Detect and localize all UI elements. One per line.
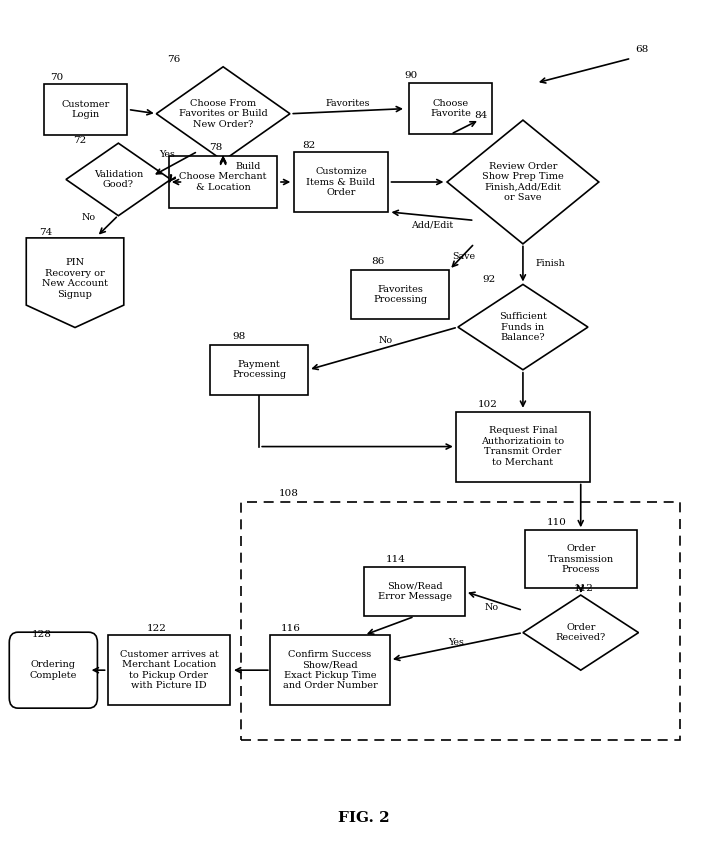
- FancyBboxPatch shape: [352, 270, 449, 320]
- FancyBboxPatch shape: [108, 635, 230, 705]
- Polygon shape: [26, 238, 124, 327]
- Text: 128: 128: [32, 630, 52, 638]
- Text: 72: 72: [74, 137, 87, 145]
- Text: 86: 86: [371, 257, 384, 265]
- FancyBboxPatch shape: [169, 156, 277, 208]
- Text: Ordering
Complete: Ordering Complete: [30, 661, 77, 679]
- FancyBboxPatch shape: [456, 411, 590, 482]
- FancyBboxPatch shape: [9, 632, 98, 708]
- Text: Favorites
Processing: Favorites Processing: [373, 285, 427, 304]
- Text: 108: 108: [279, 489, 298, 497]
- Text: Customer arrives at
Merchant Location
to Pickup Order
with Picture ID: Customer arrives at Merchant Location to…: [119, 650, 218, 691]
- Text: No: No: [81, 213, 95, 222]
- Text: 78: 78: [209, 143, 222, 152]
- Text: 84: 84: [475, 111, 488, 119]
- Polygon shape: [157, 67, 290, 161]
- Text: No: No: [379, 336, 392, 345]
- Text: 92: 92: [483, 276, 496, 284]
- Text: Choose From
Favorites or Build
New Order?: Choose From Favorites or Build New Order…: [179, 99, 267, 129]
- Text: Choose
Favorite: Choose Favorite: [430, 99, 471, 119]
- Text: Choose Merchant
& Location: Choose Merchant & Location: [179, 173, 267, 192]
- Text: Order
Transmission
Process: Order Transmission Process: [547, 545, 614, 574]
- FancyBboxPatch shape: [409, 83, 492, 134]
- Text: Add/Edit: Add/Edit: [411, 220, 453, 229]
- Text: Save: Save: [452, 252, 475, 261]
- FancyBboxPatch shape: [270, 635, 389, 705]
- Polygon shape: [447, 120, 599, 244]
- Text: No: No: [484, 602, 498, 612]
- Text: 68: 68: [635, 45, 648, 54]
- Text: FIG. 2: FIG. 2: [339, 811, 389, 825]
- Text: Finish: Finish: [536, 259, 566, 267]
- Text: 116: 116: [281, 624, 301, 632]
- FancyBboxPatch shape: [210, 345, 308, 394]
- Text: Build: Build: [235, 162, 261, 171]
- Text: 110: 110: [547, 518, 566, 527]
- Text: Favorites: Favorites: [326, 99, 371, 108]
- Text: 98: 98: [232, 332, 246, 341]
- FancyBboxPatch shape: [525, 530, 637, 588]
- Text: 112: 112: [574, 583, 593, 593]
- Text: Request Final
Authorizatioin to
Transmit Order
to Merchant: Request Final Authorizatioin to Transmit…: [481, 426, 564, 466]
- FancyBboxPatch shape: [44, 84, 127, 135]
- Text: Customer
Login: Customer Login: [62, 100, 110, 119]
- Text: Show/Read
Error Message: Show/Read Error Message: [378, 582, 451, 601]
- Polygon shape: [66, 143, 171, 216]
- Text: Order
Received?: Order Received?: [555, 623, 606, 643]
- FancyBboxPatch shape: [364, 567, 465, 617]
- Text: 114: 114: [386, 556, 405, 564]
- Text: 74: 74: [39, 228, 52, 236]
- Text: Confirm Success
Show/Read
Exact Pickup Time
and Order Number: Confirm Success Show/Read Exact Pickup T…: [282, 650, 377, 691]
- Text: 70: 70: [50, 73, 63, 82]
- Text: Yes: Yes: [159, 150, 175, 159]
- Text: Review Order
Show Prep Time
Finish,Add/Edit
or Save: Review Order Show Prep Time Finish,Add/E…: [482, 161, 563, 202]
- Text: 122: 122: [147, 624, 167, 632]
- Text: 82: 82: [303, 141, 316, 149]
- Text: Validation
Good?: Validation Good?: [94, 170, 143, 189]
- Text: Yes: Yes: [448, 637, 464, 647]
- Text: Payment
Processing: Payment Processing: [232, 360, 286, 380]
- Text: Customize
Items & Build
Order: Customize Items & Build Order: [306, 168, 376, 197]
- Text: 76: 76: [167, 55, 181, 64]
- Text: 102: 102: [478, 400, 498, 409]
- Polygon shape: [458, 284, 588, 369]
- FancyBboxPatch shape: [294, 152, 388, 212]
- Text: Sufficient
Funds in
Balance?: Sufficient Funds in Balance?: [499, 312, 547, 342]
- Polygon shape: [523, 595, 638, 670]
- Text: PIN
Recovery or
New Account
Signup: PIN Recovery or New Account Signup: [42, 259, 108, 299]
- Text: 90: 90: [405, 70, 418, 80]
